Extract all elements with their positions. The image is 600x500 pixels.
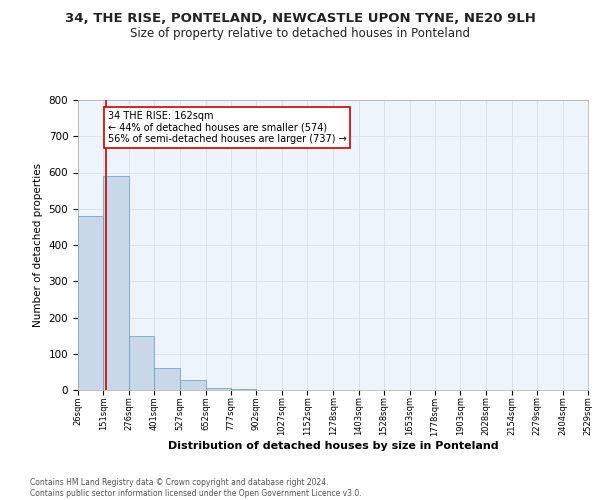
Text: 34, THE RISE, PONTELAND, NEWCASTLE UPON TYNE, NE20 9LH: 34, THE RISE, PONTELAND, NEWCASTLE UPON … bbox=[65, 12, 535, 26]
Text: 34 THE RISE: 162sqm
← 44% of detached houses are smaller (574)
56% of semi-detac: 34 THE RISE: 162sqm ← 44% of detached ho… bbox=[108, 111, 346, 144]
X-axis label: Distribution of detached houses by size in Ponteland: Distribution of detached houses by size … bbox=[167, 441, 499, 451]
Bar bbox=[206, 388, 231, 390]
Bar bbox=[103, 176, 129, 390]
Bar bbox=[78, 216, 103, 390]
Y-axis label: Number of detached properties: Number of detached properties bbox=[33, 163, 43, 327]
Bar bbox=[180, 380, 206, 390]
Text: Contains HM Land Registry data © Crown copyright and database right 2024.
Contai: Contains HM Land Registry data © Crown c… bbox=[30, 478, 362, 498]
Text: Size of property relative to detached houses in Ponteland: Size of property relative to detached ho… bbox=[130, 28, 470, 40]
Bar bbox=[154, 368, 180, 390]
Bar bbox=[129, 336, 154, 390]
